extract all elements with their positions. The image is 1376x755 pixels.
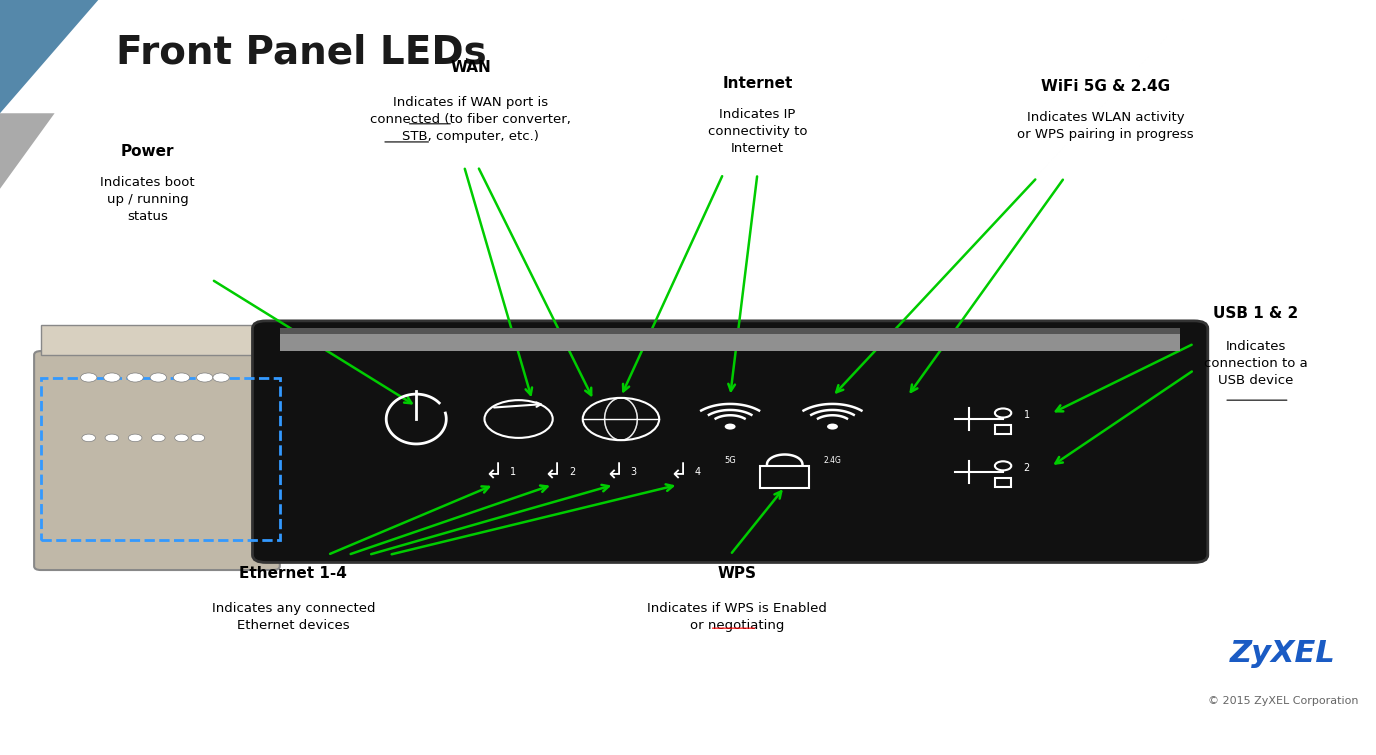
Bar bbox=[279, 328, 1181, 334]
Text: 2: 2 bbox=[570, 467, 575, 477]
Polygon shape bbox=[0, 113, 55, 189]
Text: Indicates boot
up / running
status: Indicates boot up / running status bbox=[100, 159, 194, 223]
Bar bbox=[995, 478, 1011, 487]
Text: 2: 2 bbox=[1024, 463, 1029, 473]
Text: 1: 1 bbox=[510, 467, 516, 477]
Text: 1: 1 bbox=[1024, 410, 1029, 421]
Text: WiFi 5G & 2.4G: WiFi 5G & 2.4G bbox=[1040, 79, 1170, 94]
Text: WAN: WAN bbox=[450, 60, 491, 76]
Circle shape bbox=[191, 434, 205, 442]
Text: 5G: 5G bbox=[724, 456, 736, 465]
Text: ↲: ↲ bbox=[544, 462, 561, 482]
Circle shape bbox=[81, 373, 96, 382]
Text: ↲: ↲ bbox=[605, 462, 623, 482]
Text: 2.4G: 2.4G bbox=[824, 456, 842, 465]
Circle shape bbox=[150, 373, 166, 382]
Circle shape bbox=[151, 434, 165, 442]
Circle shape bbox=[128, 434, 142, 442]
Bar bbox=[995, 425, 1011, 434]
Text: Internet: Internet bbox=[722, 76, 793, 91]
Text: WPS: WPS bbox=[717, 566, 757, 581]
Text: Indicates if WPS is Enabled
or negotiating: Indicates if WPS is Enabled or negotiati… bbox=[647, 585, 827, 632]
FancyBboxPatch shape bbox=[34, 351, 279, 570]
Bar bbox=[41, 378, 279, 540]
Circle shape bbox=[83, 434, 95, 442]
FancyBboxPatch shape bbox=[252, 321, 1208, 562]
Text: Power: Power bbox=[121, 143, 175, 159]
Text: ↲: ↲ bbox=[484, 462, 504, 482]
Text: Indicates
connection to a
USB device: Indicates connection to a USB device bbox=[1204, 323, 1307, 387]
Text: 4: 4 bbox=[695, 467, 700, 477]
Text: © 2015 ZyXEL Corporation: © 2015 ZyXEL Corporation bbox=[1208, 695, 1358, 706]
Circle shape bbox=[213, 373, 230, 382]
Circle shape bbox=[197, 373, 213, 382]
Text: Indicates any connected
Ethernet devices: Indicates any connected Ethernet devices bbox=[212, 585, 376, 632]
Polygon shape bbox=[41, 325, 272, 355]
Circle shape bbox=[103, 373, 120, 382]
Text: Ethernet 1-4: Ethernet 1-4 bbox=[239, 566, 347, 581]
Circle shape bbox=[175, 434, 189, 442]
Circle shape bbox=[725, 424, 736, 430]
Text: Indicates WLAN activity
or WPS pairing in progress: Indicates WLAN activity or WPS pairing i… bbox=[1017, 94, 1194, 141]
Text: ↲: ↲ bbox=[669, 462, 688, 482]
Text: Indicates if WAN port is
connected (to fiber converter,
STB, computer, etc.): Indicates if WAN port is connected (to f… bbox=[370, 79, 571, 143]
Bar bbox=[279, 334, 1181, 351]
Text: 3: 3 bbox=[630, 467, 637, 477]
Circle shape bbox=[827, 424, 838, 430]
Circle shape bbox=[173, 373, 190, 382]
Text: ZyXEL: ZyXEL bbox=[1230, 639, 1336, 667]
Text: USB 1 & 2: USB 1 & 2 bbox=[1212, 306, 1298, 321]
Text: Front Panel LEDs: Front Panel LEDs bbox=[116, 34, 487, 72]
Circle shape bbox=[127, 373, 143, 382]
Text: Indicates IP
connectivity to
Internet: Indicates IP connectivity to Internet bbox=[707, 91, 808, 155]
Bar bbox=[760, 466, 809, 488]
Circle shape bbox=[105, 434, 118, 442]
Polygon shape bbox=[0, 0, 98, 113]
